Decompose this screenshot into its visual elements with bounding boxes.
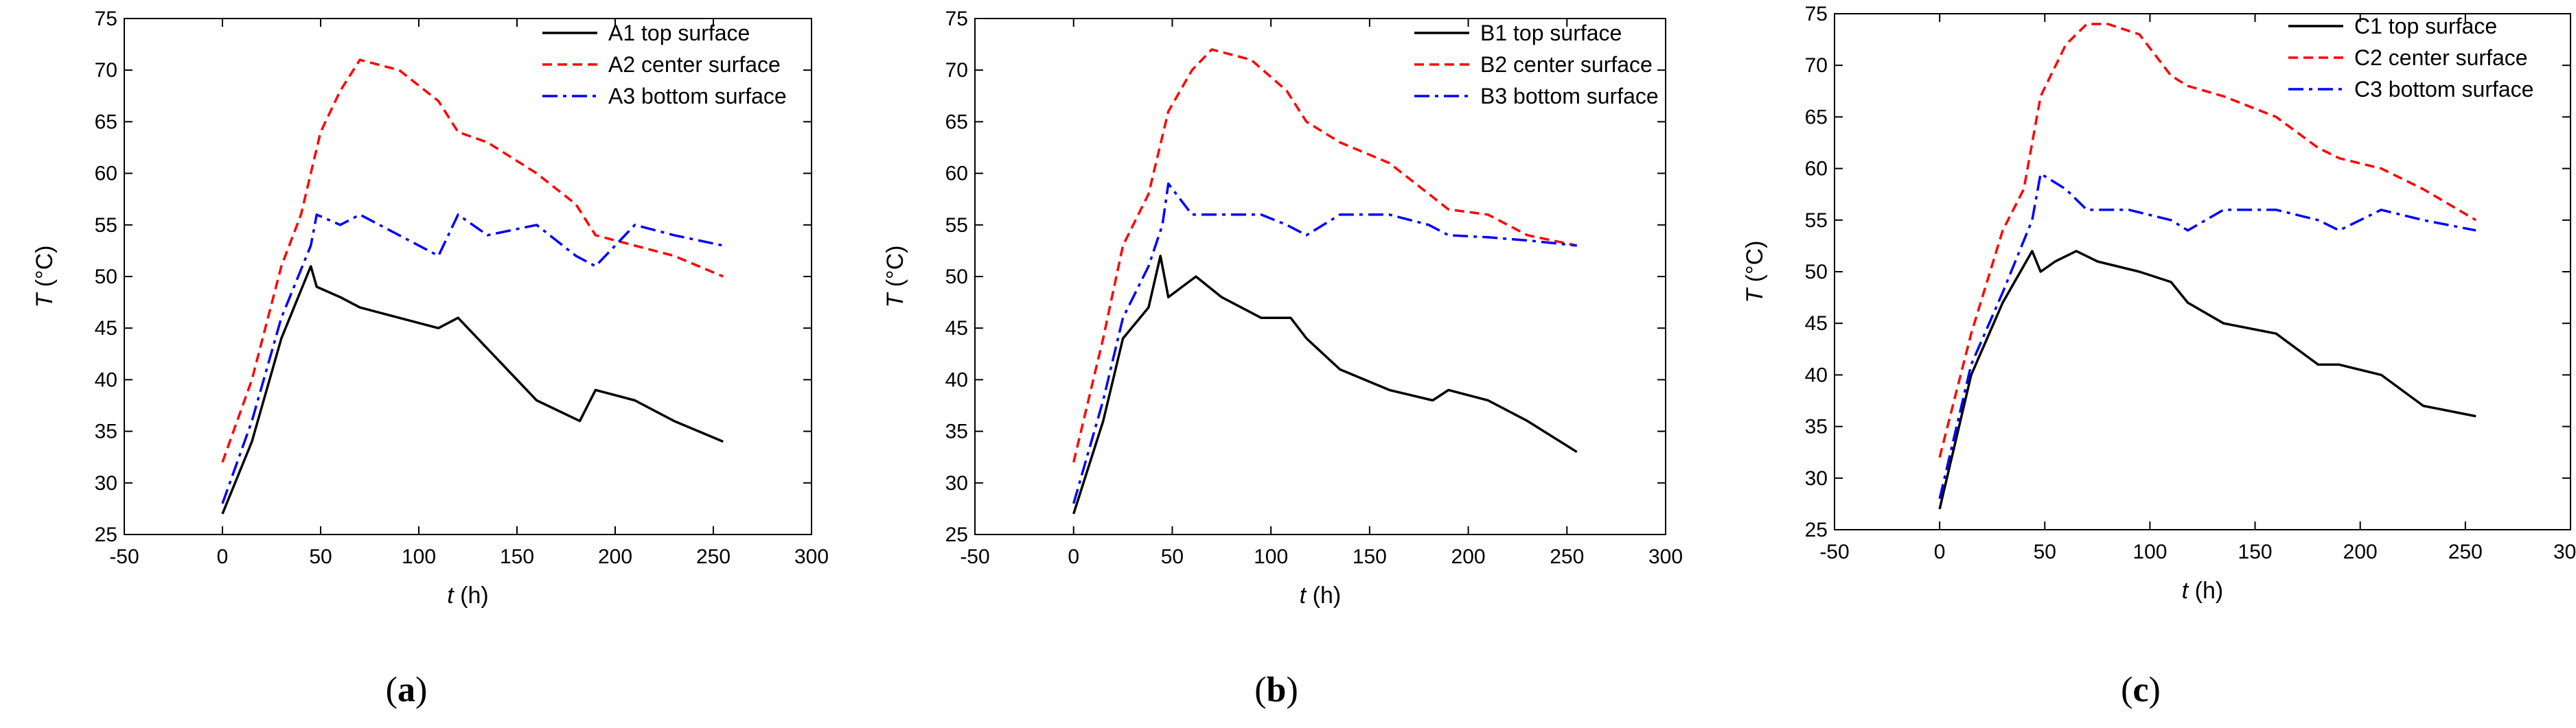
y-tick-label: 75 xyxy=(1805,3,1828,25)
x-tick-label: 150 xyxy=(500,545,534,568)
y-tick-label: 45 xyxy=(95,317,117,340)
legend-label: C2 center surface xyxy=(2354,45,2528,70)
x-tick-label: 300 xyxy=(794,545,829,568)
chart-panel-a: 25 30 35 40 45 50 55 60 65 70 75 -50 0 50 100 150 200 250… xyxy=(32,8,829,709)
series-line xyxy=(221,213,724,504)
y-tick-label: 25 xyxy=(945,524,968,546)
y-tick-label: 60 xyxy=(945,163,968,185)
y-tick-label: 25 xyxy=(1805,519,1828,541)
legend-label: C3 bottom surface xyxy=(2354,77,2533,102)
y-tick-label: 70 xyxy=(945,59,968,82)
y-tick-label: 25 xyxy=(95,524,117,546)
y-tick-label: 55 xyxy=(945,214,968,237)
x-tick-label: 300 xyxy=(2553,541,2576,563)
y-tick-label: 55 xyxy=(95,214,117,237)
y-tick-label: 50 xyxy=(945,266,968,288)
x-tick-label: 300 xyxy=(1648,545,1683,568)
legend-label: A3 bottom surface xyxy=(608,84,787,108)
panel-label: (a) xyxy=(386,670,428,709)
x-tick-label: 200 xyxy=(1451,545,1486,568)
y-tick-label: 35 xyxy=(95,421,117,443)
y-tick-label: 45 xyxy=(945,317,968,340)
series-line xyxy=(1938,172,2476,500)
series-line xyxy=(221,265,724,515)
x-tick-label: 250 xyxy=(2448,541,2483,563)
y-tick-label: 65 xyxy=(95,110,117,133)
x-tick-label: 0 xyxy=(1068,545,1079,568)
y-tick-label: 60 xyxy=(1805,158,1828,180)
x-tick-label: 50 xyxy=(309,545,332,568)
x-tick-label: 200 xyxy=(598,545,632,568)
x-tick-label: 100 xyxy=(402,545,436,568)
y-tick-label: 30 xyxy=(95,472,117,495)
y-axis-label: T (°C) xyxy=(1742,240,1768,303)
y-tick-label: 50 xyxy=(95,266,117,288)
x-tick-label: -50 xyxy=(1819,541,1849,563)
y-tick-label: 40 xyxy=(1805,364,1828,386)
y-axis-label: T (°C) xyxy=(32,245,58,307)
x-tick-label: -50 xyxy=(960,545,989,568)
y-tick-label: 75 xyxy=(95,8,117,30)
legend-label: B1 top surface xyxy=(1480,21,1622,45)
series-line xyxy=(1938,250,2476,510)
legend-label: B2 center surface xyxy=(1480,52,1653,77)
panel-label: (b) xyxy=(1254,670,1298,709)
y-tick-label: 70 xyxy=(95,59,117,82)
series-line xyxy=(1072,255,1578,515)
legend-label: C1 top surface xyxy=(2354,14,2497,38)
x-tick-label: 250 xyxy=(696,545,731,568)
legend-label: B3 bottom surface xyxy=(1480,84,1659,108)
series-line xyxy=(221,58,724,463)
series-line xyxy=(1072,182,1577,504)
y-tick-label: 40 xyxy=(95,368,117,391)
x-tick-label: 100 xyxy=(1254,545,1288,568)
y-tick-label: 30 xyxy=(945,472,968,495)
y-tick-label: 30 xyxy=(1805,467,1828,490)
x-tick-label: 0 xyxy=(1934,541,1946,563)
x-axis-label: t (h) xyxy=(1300,583,1341,609)
y-tick-label: 55 xyxy=(1805,209,1828,232)
y-tick-label: 60 xyxy=(95,163,117,185)
x-tick-label: 250 xyxy=(1550,545,1584,568)
y-tick-label: 70 xyxy=(1805,54,1828,77)
y-tick-label: 35 xyxy=(945,421,968,443)
legend-label: A1 top surface xyxy=(608,21,750,45)
y-tick-label: 50 xyxy=(1805,261,1828,283)
x-tick-label: 50 xyxy=(2034,541,2056,563)
x-tick-label: 0 xyxy=(217,545,229,568)
y-tick-label: 65 xyxy=(945,110,968,133)
x-tick-label: -50 xyxy=(109,545,139,568)
chart-panel-b: 25 30 35 40 45 50 55 60 65 70 75 -50 0 50 100 150 200 250… xyxy=(882,8,1683,709)
y-tick-label: 75 xyxy=(945,8,968,30)
legend-label: A2 center surface xyxy=(608,52,781,77)
y-tick-label: 45 xyxy=(1805,312,1828,335)
y-tick-label: 35 xyxy=(1805,416,1828,438)
x-tick-label: 100 xyxy=(2132,541,2167,563)
x-tick-label: 200 xyxy=(2343,541,2378,563)
panel-label: (c) xyxy=(2121,670,2161,709)
y-tick-label: 65 xyxy=(1805,106,1828,128)
series-line xyxy=(1938,23,2477,458)
y-tick-label: 40 xyxy=(945,368,968,391)
x-tick-label: 150 xyxy=(1353,545,1387,568)
chart-panel-c: 25 30 35 40 45 50 55 60 65 70 75 -50 0 50 100 150 200 250… xyxy=(1742,3,2576,709)
x-axis-label: t (h) xyxy=(447,583,488,609)
series-line xyxy=(1072,48,1578,463)
x-tick-label: 50 xyxy=(1161,545,1184,568)
x-tick-label: 150 xyxy=(2238,541,2273,563)
y-axis-label: T (°C) xyxy=(882,245,908,307)
x-axis-label: t (h) xyxy=(2182,578,2223,604)
